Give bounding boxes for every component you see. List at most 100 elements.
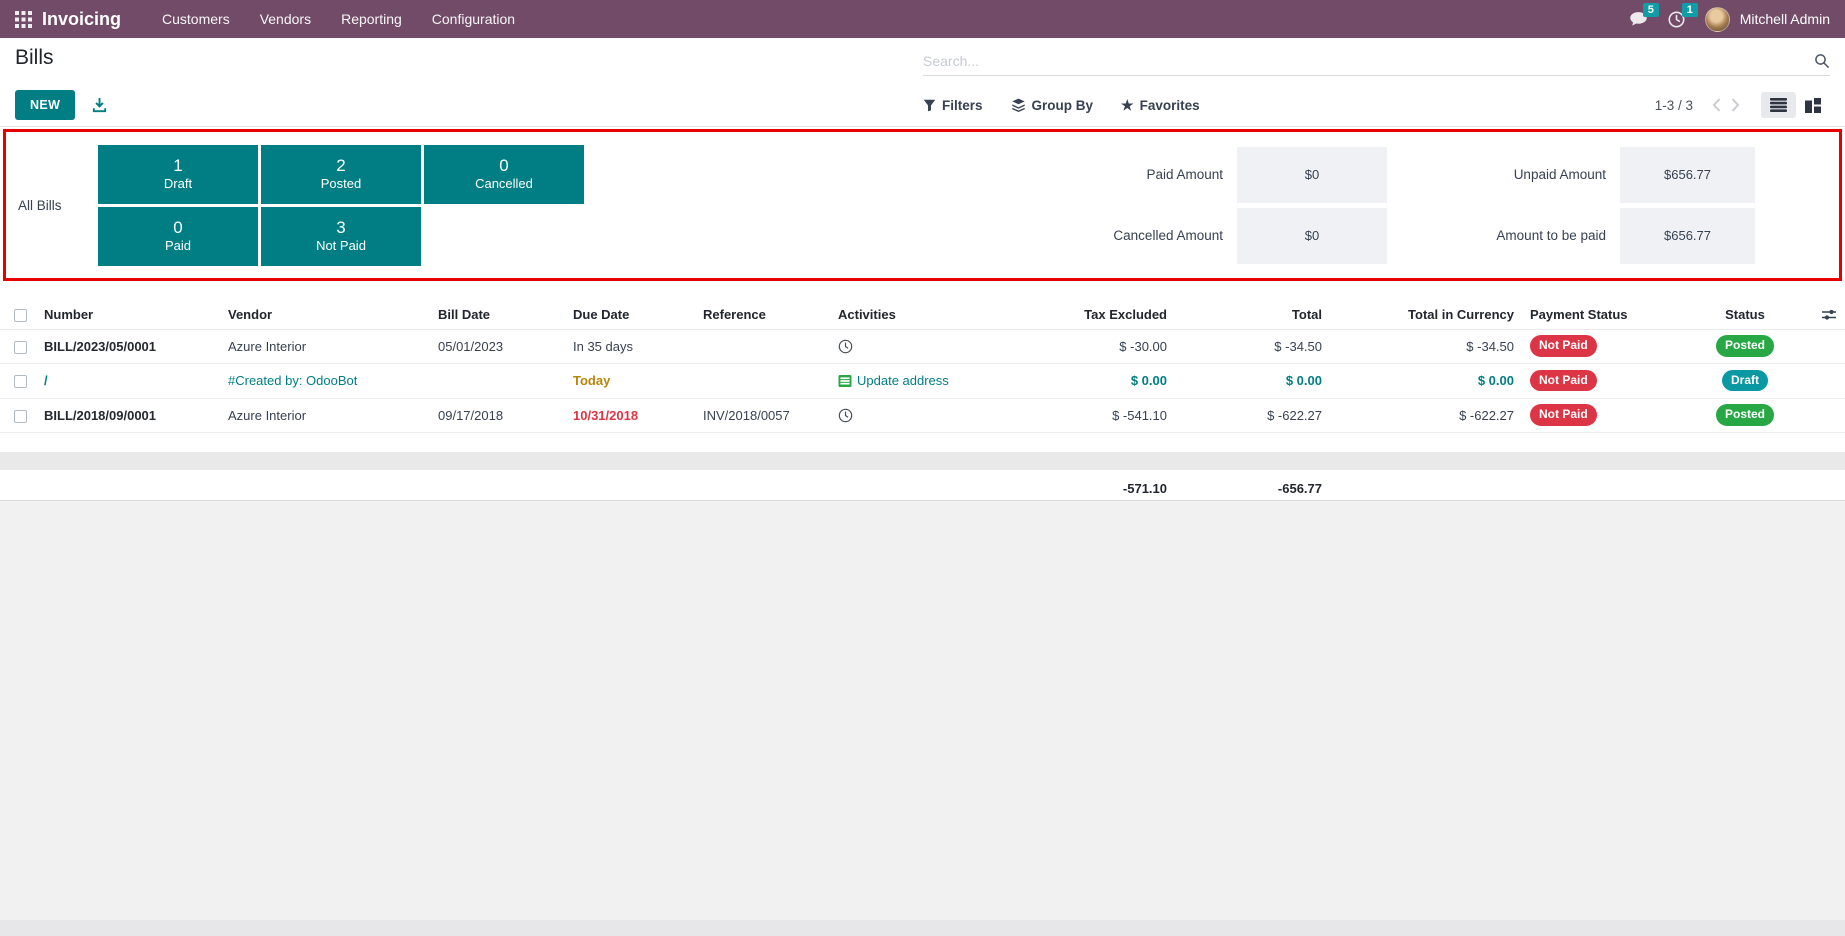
cell-tax-excluded[interactable]: $ -541.10: [1010, 398, 1175, 433]
cell-total[interactable]: $ -34.50: [1175, 329, 1330, 364]
cell-payment-status[interactable]: Not Paid: [1522, 329, 1690, 364]
apps-grid-icon[interactable]: [15, 10, 32, 28]
header-vendor[interactable]: Vendor: [220, 301, 430, 330]
cell-number[interactable]: BILL/2018/09/0001: [40, 398, 220, 433]
cell-status[interactable]: Draft: [1690, 363, 1800, 399]
favorites-button[interactable]: ★ Favorites: [1121, 97, 1200, 113]
cell-reference[interactable]: [695, 329, 830, 364]
page-title: Bills: [15, 46, 54, 69]
status-badge: Posted: [1715, 404, 1774, 426]
status-box-posted[interactable]: 2 Posted: [261, 144, 421, 204]
search-box: [923, 46, 1830, 76]
total-amount: -656.77: [1277, 481, 1322, 496]
header-status[interactable]: Status: [1690, 301, 1800, 330]
app-title[interactable]: Invoicing: [42, 8, 122, 29]
cell-reference[interactable]: INV/2018/0057: [695, 398, 830, 433]
activity-list-icon: [838, 374, 852, 388]
pager-previous-icon[interactable]: [1707, 96, 1726, 114]
total-tax-excluded: -571.10: [1122, 481, 1167, 496]
payment-status-badge: Not Paid: [1530, 369, 1597, 392]
group-by-button[interactable]: Group By: [1011, 98, 1093, 113]
cell-status[interactable]: Posted: [1690, 398, 1800, 433]
header-total-in-currency[interactable]: Total in Currency: [1330, 301, 1522, 330]
search-icon[interactable]: [1814, 53, 1830, 69]
kanban-view-button[interactable]: [1796, 92, 1830, 119]
paid-amount-label: Paid Amount: [1146, 167, 1223, 182]
bills-dashboard: All Bills 1 Draft 2 Posted 0 Cancelled 0…: [0, 126, 1845, 281]
cell-total-in-currency[interactable]: $ -622.27: [1330, 398, 1522, 433]
row-checkbox[interactable]: [13, 340, 27, 354]
column-options-icon[interactable]: [1821, 306, 1837, 321]
header-total[interactable]: Total: [1175, 301, 1330, 330]
status-box-draft[interactable]: 1 Draft: [98, 144, 258, 204]
activity-clock-icon[interactable]: [838, 408, 1002, 423]
status-box-paid[interactable]: 0 Paid: [98, 206, 258, 266]
select-all-checkbox[interactable]: [13, 309, 27, 323]
menu-reporting[interactable]: Reporting: [341, 11, 402, 27]
cell-vendor[interactable]: Azure Interior: [220, 329, 430, 364]
cell-vendor[interactable]: #Created by: OdooBot: [220, 363, 430, 399]
cell-activities[interactable]: [830, 329, 1010, 364]
messages-button[interactable]: 5: [1629, 3, 1659, 27]
cell-activities[interactable]: [830, 398, 1010, 433]
cell-total[interactable]: $ -622.27: [1175, 398, 1330, 433]
search-input[interactable]: [923, 52, 1814, 69]
star-icon: ★: [1121, 97, 1134, 113]
header-due-date[interactable]: Due Date: [565, 301, 695, 330]
user-avatar[interactable]: [1704, 6, 1730, 32]
cell-total[interactable]: $ 0.00: [1175, 363, 1330, 399]
cell-bill-date[interactable]: [430, 363, 565, 399]
new-button[interactable]: NEW: [15, 90, 76, 120]
activity-clock-icon[interactable]: [838, 339, 1002, 354]
cell-due-date[interactable]: In 35 days: [565, 329, 695, 364]
list-view-button[interactable]: [1761, 92, 1796, 118]
cell-total-in-currency[interactable]: $ -34.50: [1330, 329, 1522, 364]
table-row[interactable]: BILL/2023/05/0001 Azure Interior 05/01/2…: [0, 329, 1845, 364]
cell-reference[interactable]: [695, 363, 830, 399]
table-row[interactable]: BILL/2018/09/0001 Azure Interior 09/17/2…: [0, 398, 1845, 433]
cell-status[interactable]: Posted: [1690, 329, 1800, 364]
header-number[interactable]: Number: [40, 301, 220, 330]
cell-vendor[interactable]: Azure Interior: [220, 398, 430, 433]
header-reference[interactable]: Reference: [695, 301, 830, 330]
table-row[interactable]: / #Created by: OdooBot Today Update addr: [0, 363, 1845, 399]
cell-number[interactable]: /: [40, 363, 220, 399]
payment-status-badge: Not Paid: [1530, 335, 1597, 357]
control-panel: Bills NEW Fil: [0, 38, 1845, 122]
menu-customers[interactable]: Customers: [162, 11, 230, 27]
cell-payment-status[interactable]: Not Paid: [1522, 363, 1690, 399]
header-bill-date[interactable]: Bill Date: [430, 301, 565, 330]
cell-tax-excluded[interactable]: $ -30.00: [1010, 329, 1175, 364]
header-activities[interactable]: Activities: [830, 301, 1010, 330]
user-name[interactable]: Mitchell Admin: [1739, 11, 1830, 27]
cell-activities[interactable]: Update address: [830, 363, 1010, 399]
pager-next-icon[interactable]: [1726, 96, 1745, 114]
payment-status-badge: Not Paid: [1530, 404, 1597, 426]
filters-button[interactable]: Filters: [923, 98, 983, 113]
separator-band: [0, 452, 1845, 470]
cell-due-date[interactable]: Today: [565, 363, 695, 399]
header-payment-status[interactable]: Payment Status: [1522, 301, 1690, 330]
cell-tax-excluded[interactable]: $ 0.00: [1010, 363, 1175, 399]
content-background: [0, 500, 1845, 936]
amount-summary: Paid Amount $0 Unpaid Amount $656.77 Can…: [1053, 146, 1839, 264]
menu-vendors[interactable]: Vendors: [259, 11, 312, 27]
cell-number[interactable]: BILL/2023/05/0001: [40, 329, 220, 364]
cell-bill-date[interactable]: 05/01/2023: [430, 329, 565, 364]
cell-payment-status[interactable]: Not Paid: [1522, 398, 1690, 433]
chat-bubble-icon: [1629, 11, 1648, 27]
row-checkbox[interactable]: [13, 409, 27, 423]
cell-due-date[interactable]: 10/31/2018: [565, 398, 695, 433]
activity-link[interactable]: Update address: [857, 373, 949, 388]
top-navbar: Invoicing Customers Vendors Reporting Co…: [0, 0, 1845, 38]
status-box-not-paid[interactable]: 3 Not Paid: [261, 206, 421, 266]
row-checkbox[interactable]: [13, 375, 27, 389]
status-box-cancelled[interactable]: 0 Cancelled: [424, 144, 584, 204]
cell-bill-date[interactable]: 09/17/2018: [430, 398, 565, 433]
cell-total-in-currency[interactable]: $ 0.00: [1330, 363, 1522, 399]
menu-configuration[interactable]: Configuration: [431, 11, 516, 27]
status-badge: Posted: [1715, 335, 1774, 357]
activities-button[interactable]: 1: [1668, 2, 1698, 28]
export-download-icon[interactable]: [91, 97, 108, 114]
header-tax-excluded[interactable]: Tax Excluded: [1010, 301, 1175, 330]
